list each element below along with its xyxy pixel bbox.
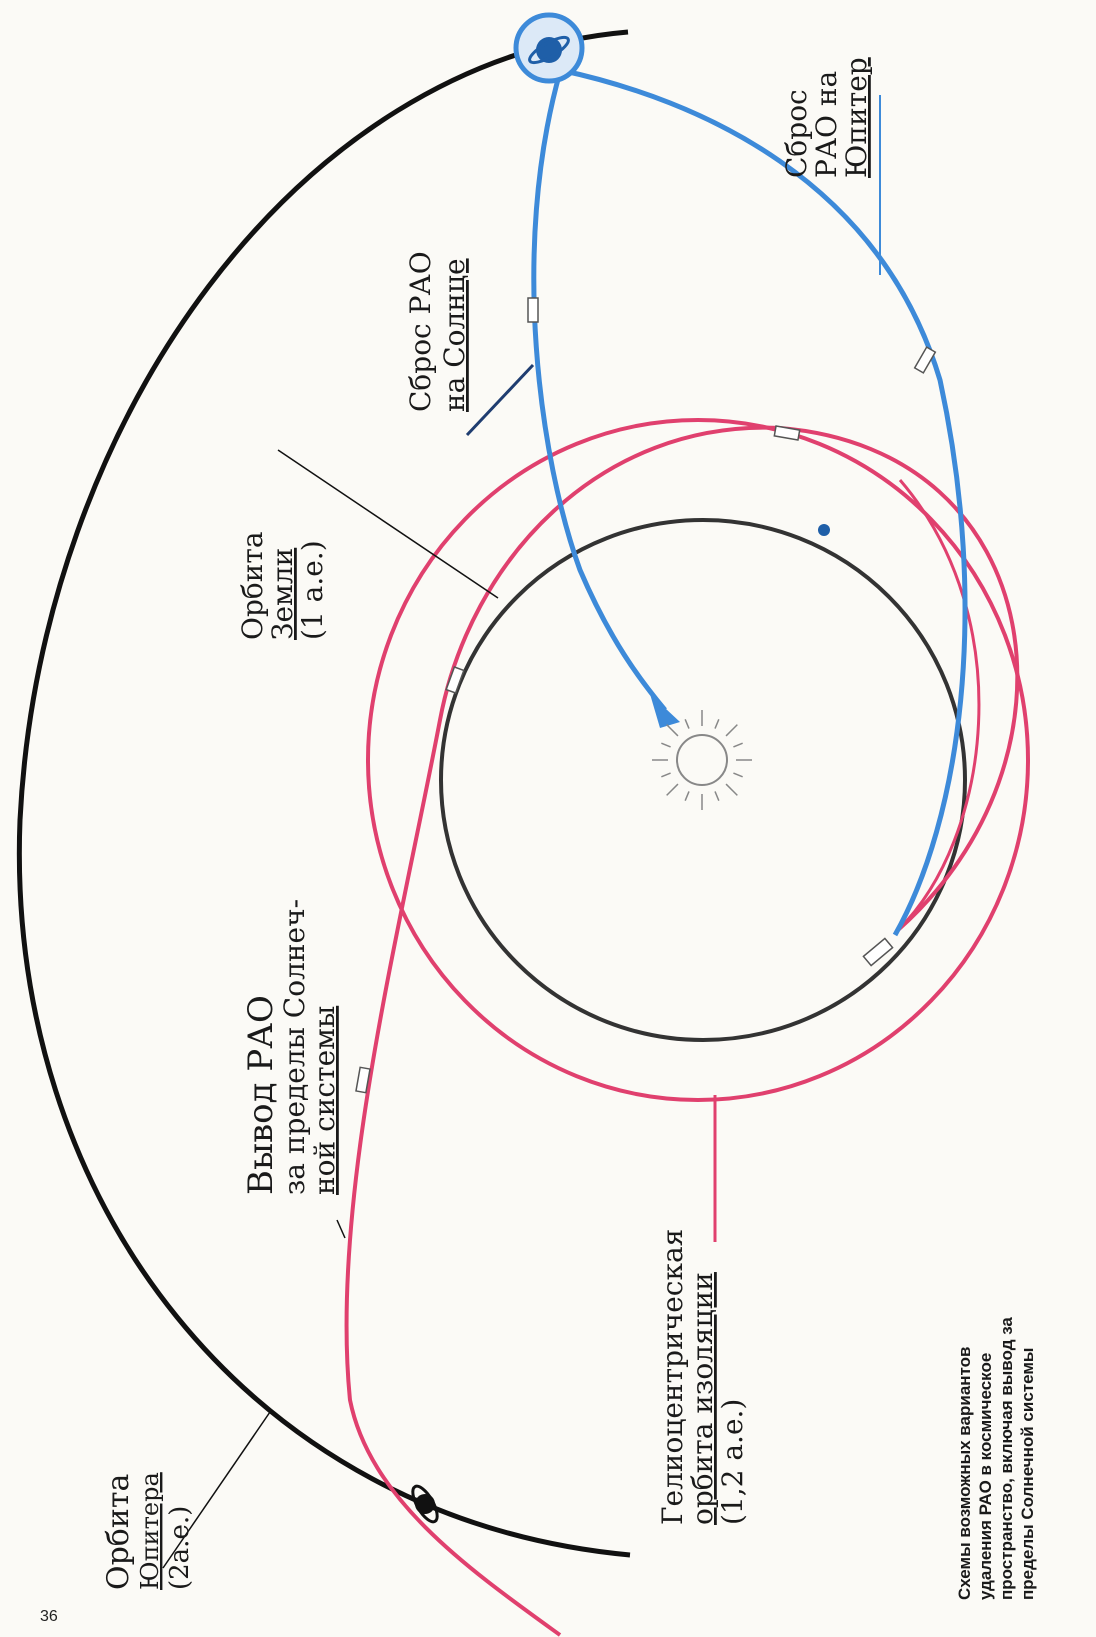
heliocentric-orbit xyxy=(366,418,1030,1102)
helio-tangent-line xyxy=(896,479,981,932)
jupiter-ring-top xyxy=(528,35,570,65)
label-sun-drop: Сброс РАО на Солнце xyxy=(404,242,471,412)
sun-ray xyxy=(725,724,738,737)
earth-orbit xyxy=(439,518,967,1042)
spacecraft-icon xyxy=(445,666,465,694)
leader-sun-drop xyxy=(465,363,535,437)
leader-jupiter-orbit xyxy=(162,1411,271,1569)
spacecraft-icon xyxy=(527,297,539,323)
page-number: 36 xyxy=(40,1608,58,1625)
label-jupiter-drop: Сброс РАО на Юпитер xyxy=(780,57,873,178)
jupiter-orbit xyxy=(16,29,631,1558)
sun-ray xyxy=(666,783,679,796)
figure-caption: Схемы возможных вариантов удаления РАО в… xyxy=(955,1312,1037,1600)
spacecraft-icon xyxy=(913,346,937,374)
sun-ray xyxy=(684,719,690,729)
sun-ray xyxy=(733,772,743,778)
sun-ray xyxy=(666,724,679,737)
sun-ray xyxy=(725,783,738,796)
label-jupiter-orbit: Орбита Юпитера (2а.е.) xyxy=(101,1463,195,1590)
spacecraft-icon xyxy=(355,1066,371,1094)
leader-earth-orbit xyxy=(277,449,499,599)
jupiter-transfer-trajectory xyxy=(559,67,968,937)
leader-escape xyxy=(336,1219,346,1239)
sun-ray xyxy=(661,742,671,748)
earth-planet xyxy=(818,524,830,536)
spacecraft-icon xyxy=(862,937,894,967)
sun-ray xyxy=(733,742,743,748)
sun-drop-trajectory xyxy=(531,71,667,712)
sun-ray xyxy=(714,719,720,729)
label-escape: Вывод РАО за пределы Солнеч- ной системы xyxy=(241,890,341,1195)
sun-ray xyxy=(684,791,690,801)
jupiter-planet-top xyxy=(536,37,562,63)
label-helio-orbit: Гелиоцентрическая орбита изоляции (1,2 а… xyxy=(656,1220,749,1525)
label-earth-orbit: Орбита Земли (1 а.е.) xyxy=(236,523,329,641)
spacecraft-icon xyxy=(773,425,801,441)
jupiter-planet-bottom xyxy=(415,1494,435,1514)
sun-icon xyxy=(652,710,752,810)
sun-ray xyxy=(661,772,671,778)
jupiter-ring-bottom xyxy=(411,1484,439,1524)
sun-ray xyxy=(714,791,720,801)
sun-drop-arrowhead xyxy=(650,694,680,728)
